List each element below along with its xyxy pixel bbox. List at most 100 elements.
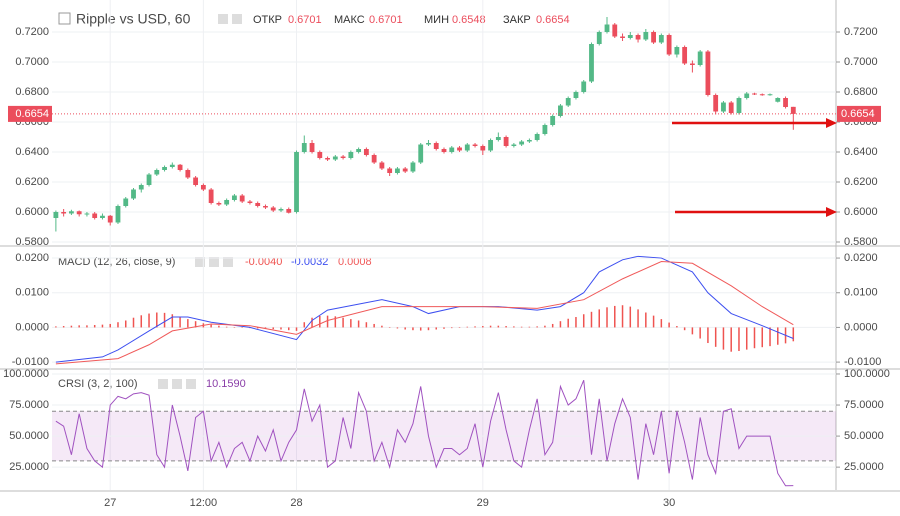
candle-body xyxy=(332,156,338,160)
candle-body xyxy=(449,147,455,152)
candle-body xyxy=(216,203,222,205)
histogram-bar xyxy=(280,327,282,330)
histogram-bar xyxy=(342,317,344,328)
signal-value: 0.0008 xyxy=(338,256,372,268)
last-price-box xyxy=(837,105,881,122)
histogram-bar xyxy=(334,316,337,328)
candle-body xyxy=(596,32,602,44)
candle-body xyxy=(697,51,703,65)
candle-body xyxy=(635,35,641,40)
y-tick-label: 0.6000 xyxy=(844,206,878,218)
y-tick-label: 50.0000 xyxy=(844,430,884,442)
icon[interactable] xyxy=(158,379,168,389)
candle-body xyxy=(519,141,525,145)
candle-body xyxy=(410,162,416,172)
histogram-bar xyxy=(520,326,523,328)
candle-body xyxy=(581,81,587,92)
ohlc-value: 0.6701 xyxy=(369,14,403,26)
candle-body xyxy=(162,167,167,170)
candle-body xyxy=(193,177,199,185)
histogram-bar xyxy=(388,327,391,328)
candle-body xyxy=(232,195,237,200)
histogram-bar xyxy=(124,320,127,328)
y-tick-label: 0.7200 xyxy=(844,26,878,38)
candle-body xyxy=(612,24,618,37)
histogram-bar xyxy=(652,315,655,328)
crsi-title: CRSI (3, 2, 100) xyxy=(58,378,137,390)
candle-body xyxy=(278,209,284,211)
histogram-bar xyxy=(412,327,414,331)
candle-body xyxy=(651,32,656,43)
histogram-bar xyxy=(567,318,569,328)
y-tick-label: 100.0000 xyxy=(844,368,890,380)
y-tick-label: 0.6400 xyxy=(844,146,878,158)
candle-body xyxy=(457,147,462,151)
histogram-bar xyxy=(326,315,329,328)
icon[interactable] xyxy=(195,257,205,267)
icon[interactable] xyxy=(172,379,182,389)
candle-body xyxy=(177,164,183,170)
histogram-bar xyxy=(683,327,686,331)
icon[interactable] xyxy=(186,379,196,389)
y-tick-label-left: 0.0200 xyxy=(15,252,49,264)
histogram-bar xyxy=(86,325,88,328)
histogram-bar xyxy=(427,327,430,331)
candle-body xyxy=(666,35,672,55)
histogram-bar xyxy=(179,317,181,328)
histogram-bar xyxy=(70,325,73,328)
candle-body xyxy=(185,170,191,178)
histogram-bar xyxy=(101,324,104,328)
histogram-bar xyxy=(714,327,717,347)
histogram-bar xyxy=(435,327,437,330)
y-tick-label-left: 50.0000 xyxy=(9,430,49,442)
histogram-bar xyxy=(474,326,476,328)
candle-body xyxy=(123,198,129,206)
candle-body xyxy=(775,98,781,102)
icon[interactable] xyxy=(232,14,242,24)
histogram-bar xyxy=(575,317,577,328)
histogram-bar xyxy=(458,327,461,328)
last-price-label: 0.6654 xyxy=(841,108,875,120)
histogram-bar xyxy=(513,326,515,328)
candle-body xyxy=(620,36,625,38)
candle-body xyxy=(627,35,633,38)
candle-body xyxy=(146,174,152,185)
histogram-bar xyxy=(505,326,507,328)
histogram-bar xyxy=(210,324,212,328)
histogram-bar xyxy=(660,319,663,328)
histogram-bar xyxy=(551,323,554,328)
symbol-title: Ripple vs USD, 60 xyxy=(76,11,191,27)
histogram-bar xyxy=(598,309,600,328)
x-tick-label: 12:00 xyxy=(190,497,218,509)
histogram-bar xyxy=(738,327,740,352)
histogram-bar xyxy=(482,326,484,328)
candle-body xyxy=(511,144,517,146)
candle-body xyxy=(100,215,105,218)
candle-body xyxy=(534,134,540,140)
macd-hist-value: -0.0040 xyxy=(245,256,282,268)
icon[interactable] xyxy=(223,257,233,267)
header: Ripple vs USD, 60 ОТКР 0.6701 МАКС 0.670… xyxy=(58,11,570,27)
histogram-bar xyxy=(745,327,748,350)
histogram-bar xyxy=(621,305,624,328)
candle-body xyxy=(495,137,501,140)
candle-body xyxy=(84,213,90,215)
histogram-bar xyxy=(699,327,701,339)
histogram-bar xyxy=(707,327,709,344)
candle-body xyxy=(348,152,354,158)
icon[interactable] xyxy=(209,257,219,267)
candle-body xyxy=(53,212,59,218)
histogram-bar xyxy=(319,315,321,328)
y-tick-label-left: 25.0000 xyxy=(9,461,49,473)
arrow-head xyxy=(826,118,837,128)
candle-body xyxy=(309,143,315,152)
last-price-label-left: 0.6654 xyxy=(15,108,49,120)
histogram-bar xyxy=(668,322,670,328)
histogram-bar xyxy=(730,327,732,352)
icon[interactable] xyxy=(218,14,228,24)
indicator-line xyxy=(55,379,794,487)
candle-body xyxy=(472,144,478,146)
y-tick-label-left: 0.5800 xyxy=(15,236,49,248)
candle-body xyxy=(395,168,400,173)
histogram-bar xyxy=(373,323,375,328)
